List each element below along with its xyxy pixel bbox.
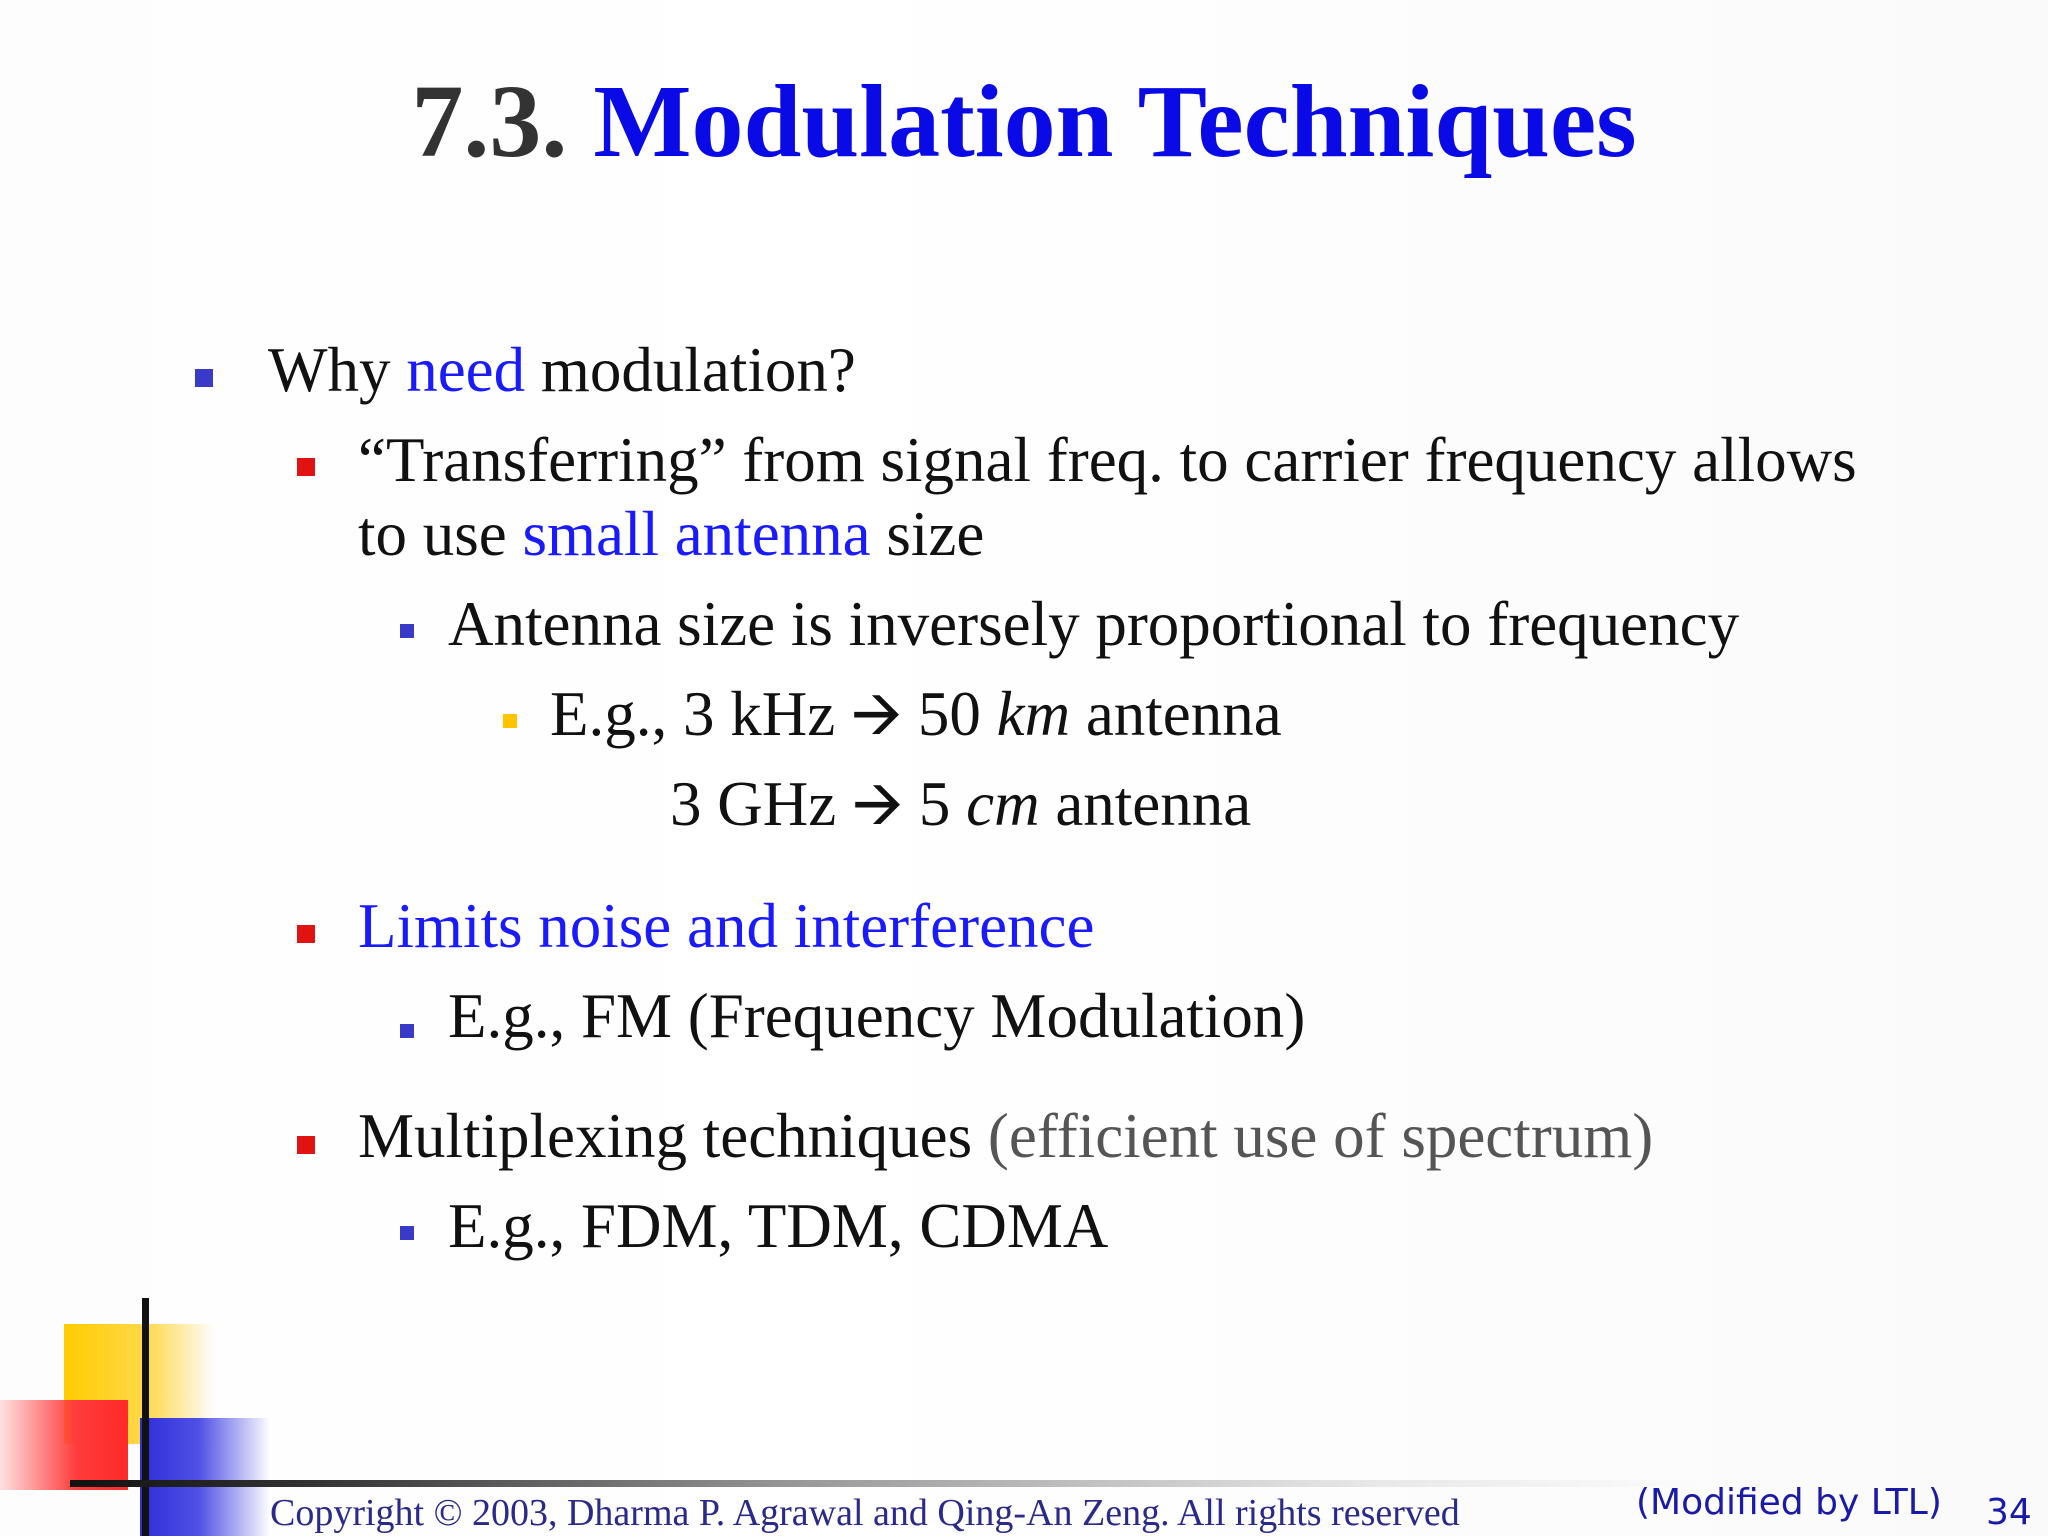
arrow-right-icon: 🡪 [851,769,904,839]
bullet-marker-level3 [400,1226,414,1240]
deco-horizontal-line [70,1480,1700,1487]
deco-blue-square [140,1418,270,1536]
text-segment: 5 [903,769,967,839]
text-segment: antenna [1070,679,1282,749]
example-3khz: E.g., 3 kHz 🡪 50 km antenna [550,678,1282,750]
example-fm: E.g., FM (Frequency Modulation) [448,981,1306,1051]
text-segment: Why [268,335,407,405]
bullet-why-need-modulation: Why need modulation? [268,334,856,406]
bullet-marker-level3 [400,1024,414,1038]
page-number: 34 [1986,1492,2032,1533]
footer-copyright: Copyright © 2003, Dharma P. Agrawal and … [270,1492,1460,1534]
bullet-marker-level4 [503,714,517,728]
text-segment: 50 [902,679,997,749]
text-segment: to use [358,499,523,569]
slide-title: 7.3. Modulation Techniques [0,62,2048,182]
deco-red-bar [0,1400,128,1490]
title-text: Modulation Techniques [593,64,1637,179]
text-segment: 3 GHz [670,769,852,839]
text-segment: size [870,499,985,569]
unit-km: km [996,679,1071,749]
footer-modified: (Modified by LTL) [1636,1482,1942,1523]
bullet-marker-level3 [400,624,414,638]
highlight-need: need [406,335,526,405]
text-segment: modulation? [525,335,856,405]
bullet-marker-level2 [297,925,315,943]
title-number: 7.3. [411,64,568,179]
text-segment: Multiplexing techniques [358,1101,988,1171]
bullet-transferring-line1: “Transferring” from signal freq. to carr… [358,425,1857,495]
deco-vertical-line [142,1298,149,1536]
example-fdm-tdm-cdma: E.g., FDM, TDM, CDMA [448,1191,1109,1261]
bullet-marker-level2 [297,1136,315,1154]
bullet-limits-noise: Limits noise and interference [358,891,1095,961]
bullet-marker-level1 [195,369,213,387]
highlight-small-antenna: small antenna [522,499,871,569]
text-segment: antenna [1039,769,1252,839]
text-parenthetical: (efficient use of spectrum) [987,1101,1654,1171]
bullet-antenna-size: Antenna size is inversely proportional t… [448,589,1740,659]
bullet-marker-level2 [297,458,315,476]
bullet-transferring-line2: to use small antenna size [358,498,984,570]
arrow-right-icon: 🡪 [850,679,903,749]
unit-cm: cm [966,769,1040,839]
text-segment: E.g., 3 kHz [550,679,851,749]
bullet-multiplexing: Multiplexing techniques (efficient use o… [358,1100,1653,1172]
example-3ghz: 3 GHz 🡪 5 cm antenna [670,768,1251,840]
